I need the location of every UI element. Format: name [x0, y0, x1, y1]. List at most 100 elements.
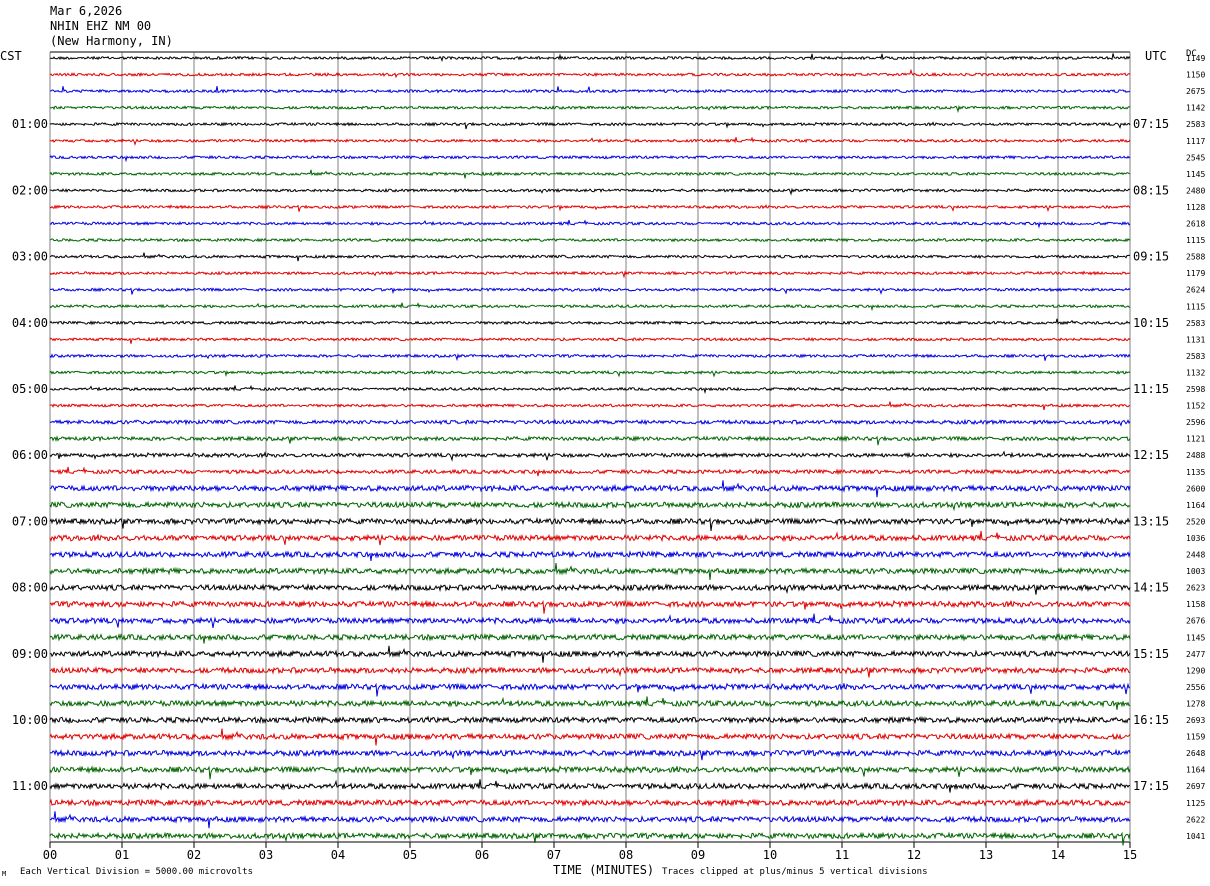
x-tick-label: 11: [835, 848, 849, 862]
dc-value-label: 1159: [1186, 733, 1205, 742]
scale-note: Each Vertical Division = 5000.00 microvo…: [20, 867, 253, 877]
seismic-trace: [49, 68, 1131, 79]
dc-label: DC: [1186, 49, 1197, 59]
seismic-trace: [49, 169, 1131, 179]
seismic-trace: [49, 136, 1131, 146]
station-label: NHIN EHZ NM 00: [50, 19, 152, 33]
dc-value-label: 2448: [1186, 551, 1205, 560]
dc-value-label: 2618: [1186, 220, 1205, 229]
right-hour-label: 10:15: [1133, 316, 1169, 330]
corner-mark: M: [2, 870, 7, 878]
dc-value-label: 2480: [1186, 186, 1205, 195]
seismic-trace: [49, 318, 1131, 326]
seismic-trace: [49, 237, 1131, 243]
x-tick-label: 10: [763, 848, 777, 862]
seismic-trace: [49, 369, 1131, 378]
x-tick-label: 00: [43, 848, 57, 862]
seismic-trace: [49, 549, 1131, 561]
seismic-trace: [49, 219, 1131, 229]
seismic-trace: [49, 831, 1131, 846]
seismic-trace: [49, 583, 1131, 595]
right-hour-label: 13:15: [1133, 514, 1169, 528]
seismic-trace: [49, 86, 1131, 94]
seismic-trace: [49, 53, 1131, 62]
dc-value-label: 1149: [1186, 54, 1205, 63]
dc-value-label: 1150: [1186, 71, 1205, 80]
left-hour-label: 11:00: [12, 779, 48, 793]
left-hour-label: 04:00: [12, 316, 48, 330]
seismic-trace: [49, 384, 1131, 395]
x-axis-label: TIME (MINUTES): [553, 863, 655, 877]
date-label: Mar 6,2026: [50, 4, 123, 18]
dc-value-label: 1145: [1186, 633, 1205, 642]
seismic-trace: [49, 203, 1131, 213]
seismic-trace: [49, 516, 1131, 531]
dc-value-label: 1132: [1186, 368, 1205, 377]
x-tick-label: 07: [547, 848, 561, 862]
x-tick-label: 08: [619, 848, 633, 862]
dc-value-label: 1142: [1186, 104, 1205, 113]
seismic-trace: [49, 613, 1131, 628]
dc-value-label: 1036: [1186, 534, 1205, 543]
seismic-trace: [49, 435, 1131, 446]
dc-value-label: 1278: [1186, 699, 1205, 708]
seismic-trace: [49, 798, 1131, 808]
dc-value-label: 1128: [1186, 203, 1205, 212]
x-tick-label: 02: [187, 848, 201, 862]
seismic-trace: [49, 645, 1131, 663]
x-tick-label: 05: [403, 848, 417, 862]
seismic-trace: [49, 599, 1131, 614]
dc-value-label: 2676: [1186, 617, 1205, 626]
dc-value-label: 2693: [1186, 716, 1205, 725]
seismic-trace: [49, 104, 1131, 114]
right-hour-label: 16:15: [1133, 713, 1169, 727]
seismic-trace: [49, 401, 1131, 411]
seismic-trace: [49, 187, 1131, 196]
right-timezone-label: UTC: [1145, 49, 1167, 63]
dc-value-label: 2583: [1186, 319, 1205, 328]
dc-value-label: 1041: [1186, 832, 1205, 841]
right-hour-label: 17:15: [1133, 779, 1169, 793]
seismic-trace: [49, 154, 1131, 163]
seismic-trace: [49, 765, 1131, 780]
dc-value-label: 2583: [1186, 352, 1205, 361]
left-hour-label: 10:00: [12, 713, 48, 727]
x-tick-label: 04: [331, 848, 345, 862]
dc-value-label: 2596: [1186, 418, 1205, 427]
seismic-trace: [49, 715, 1131, 725]
seismic-trace: [49, 418, 1131, 427]
seismic-trace: [49, 121, 1131, 130]
x-tick-label: 15: [1123, 848, 1137, 862]
right-hour-label: 11:15: [1133, 382, 1169, 396]
seismic-trace: [49, 286, 1131, 295]
x-tick-label: 06: [475, 848, 489, 862]
right-hour-label: 12:15: [1133, 448, 1169, 462]
seismic-trace: [49, 779, 1131, 793]
dc-value-label: 1121: [1186, 435, 1205, 444]
seismic-trace: [49, 632, 1131, 644]
dc-value-label: 2545: [1186, 153, 1205, 162]
seismic-trace: [49, 252, 1131, 262]
dc-value-label: 1290: [1186, 666, 1205, 675]
dc-value-label: 2623: [1186, 584, 1205, 593]
right-hour-label: 15:15: [1133, 647, 1169, 661]
dc-value-label: 1117: [1186, 137, 1205, 146]
right-hour-label: 07:15: [1133, 117, 1169, 131]
left-hour-label: 09:00: [12, 647, 48, 661]
dc-value-label: 2588: [1186, 253, 1205, 262]
dc-value-label: 2600: [1186, 484, 1205, 493]
seismic-trace: [49, 450, 1131, 462]
left-hour-label: 07:00: [12, 514, 48, 528]
dc-value-label: 1131: [1186, 335, 1205, 344]
seismic-trace: [49, 500, 1131, 512]
left-hour-label: 02:00: [12, 183, 48, 197]
seismic-trace: [49, 270, 1131, 279]
right-hour-label: 08:15: [1133, 183, 1169, 197]
dc-value-label: 1158: [1186, 600, 1205, 609]
seismic-trace: [49, 696, 1131, 710]
seismic-trace: [49, 563, 1131, 581]
dc-value-label: 2624: [1186, 286, 1205, 295]
seismic-trace: [49, 748, 1131, 761]
dc-value-label: 1179: [1186, 269, 1205, 278]
dc-value-label: 2622: [1186, 815, 1205, 824]
